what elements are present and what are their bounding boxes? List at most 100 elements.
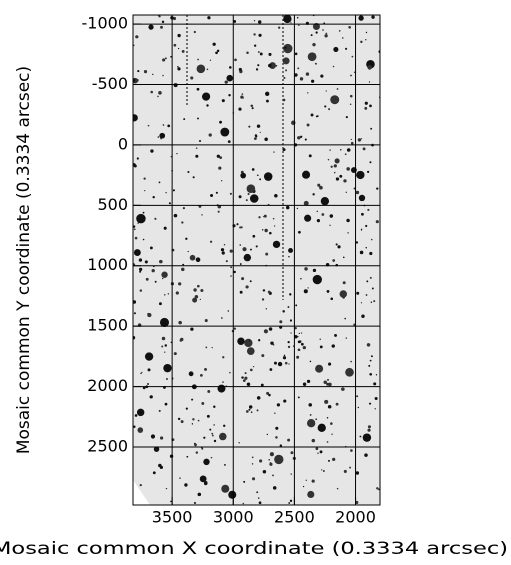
star bbox=[332, 259, 336, 262]
star bbox=[243, 253, 252, 262]
star bbox=[175, 291, 179, 295]
star bbox=[253, 44, 257, 47]
x-tick-label: 2500 bbox=[274, 508, 315, 527]
star bbox=[134, 414, 138, 417]
star bbox=[159, 317, 170, 328]
star bbox=[141, 371, 143, 374]
star bbox=[284, 46, 287, 49]
star bbox=[369, 359, 372, 362]
star bbox=[350, 138, 352, 141]
star bbox=[242, 247, 247, 252]
star bbox=[161, 345, 164, 348]
star bbox=[369, 104, 372, 108]
star bbox=[256, 124, 261, 128]
star bbox=[134, 236, 138, 240]
star bbox=[360, 302, 363, 304]
star bbox=[278, 26, 281, 29]
star bbox=[348, 25, 351, 29]
star bbox=[227, 140, 231, 144]
star bbox=[185, 407, 188, 410]
star bbox=[367, 208, 370, 212]
star bbox=[310, 34, 313, 37]
star bbox=[230, 266, 233, 269]
star bbox=[309, 414, 312, 416]
star bbox=[330, 95, 340, 105]
star bbox=[282, 356, 287, 360]
star bbox=[251, 456, 254, 459]
star bbox=[294, 326, 297, 330]
star bbox=[317, 452, 319, 454]
star bbox=[366, 280, 369, 283]
star bbox=[324, 399, 329, 404]
star bbox=[323, 380, 327, 385]
star bbox=[193, 501, 197, 505]
star bbox=[290, 451, 294, 455]
y-tick-label: 1500 bbox=[87, 316, 128, 335]
star bbox=[133, 300, 137, 304]
star bbox=[358, 194, 366, 202]
star bbox=[164, 402, 168, 406]
star bbox=[209, 240, 213, 243]
star bbox=[368, 364, 371, 367]
star bbox=[369, 161, 372, 164]
star bbox=[178, 282, 182, 286]
star bbox=[261, 354, 265, 358]
star bbox=[164, 351, 166, 353]
star bbox=[359, 435, 362, 438]
star bbox=[158, 91, 162, 95]
star bbox=[346, 148, 351, 152]
star bbox=[230, 275, 232, 277]
star bbox=[367, 425, 371, 429]
star bbox=[274, 194, 278, 198]
star bbox=[288, 363, 290, 365]
star bbox=[193, 288, 197, 292]
star bbox=[269, 462, 273, 466]
y-tick-label: -1000 bbox=[82, 14, 129, 33]
star bbox=[147, 312, 150, 315]
star bbox=[239, 244, 242, 246]
star bbox=[272, 474, 274, 477]
star bbox=[142, 386, 146, 390]
star bbox=[253, 20, 256, 22]
star bbox=[319, 345, 323, 349]
star bbox=[220, 127, 230, 137]
star bbox=[345, 47, 348, 50]
star bbox=[229, 371, 231, 374]
star bbox=[248, 405, 253, 409]
star bbox=[272, 240, 281, 249]
star bbox=[144, 189, 146, 192]
star bbox=[251, 107, 254, 110]
star bbox=[224, 80, 228, 84]
star bbox=[312, 274, 322, 285]
star bbox=[139, 289, 143, 292]
star bbox=[275, 426, 279, 430]
star bbox=[356, 170, 365, 180]
star bbox=[182, 263, 185, 266]
star bbox=[325, 90, 327, 92]
star bbox=[187, 170, 190, 174]
star bbox=[366, 170, 370, 174]
star bbox=[241, 277, 245, 281]
star bbox=[164, 344, 168, 347]
star bbox=[371, 287, 374, 290]
star bbox=[133, 425, 136, 429]
star bbox=[315, 31, 318, 34]
star bbox=[269, 231, 272, 235]
star bbox=[157, 136, 160, 138]
edge bbox=[133, 480, 150, 505]
star bbox=[162, 58, 166, 62]
star bbox=[259, 459, 263, 463]
star bbox=[164, 57, 167, 60]
star bbox=[298, 230, 301, 234]
star bbox=[299, 77, 304, 81]
star bbox=[244, 376, 248, 380]
star bbox=[376, 487, 379, 490]
star bbox=[246, 184, 256, 194]
star bbox=[165, 191, 167, 194]
star bbox=[223, 424, 226, 428]
star bbox=[204, 319, 208, 323]
star bbox=[251, 463, 254, 465]
star bbox=[221, 251, 225, 255]
star bbox=[148, 24, 154, 30]
